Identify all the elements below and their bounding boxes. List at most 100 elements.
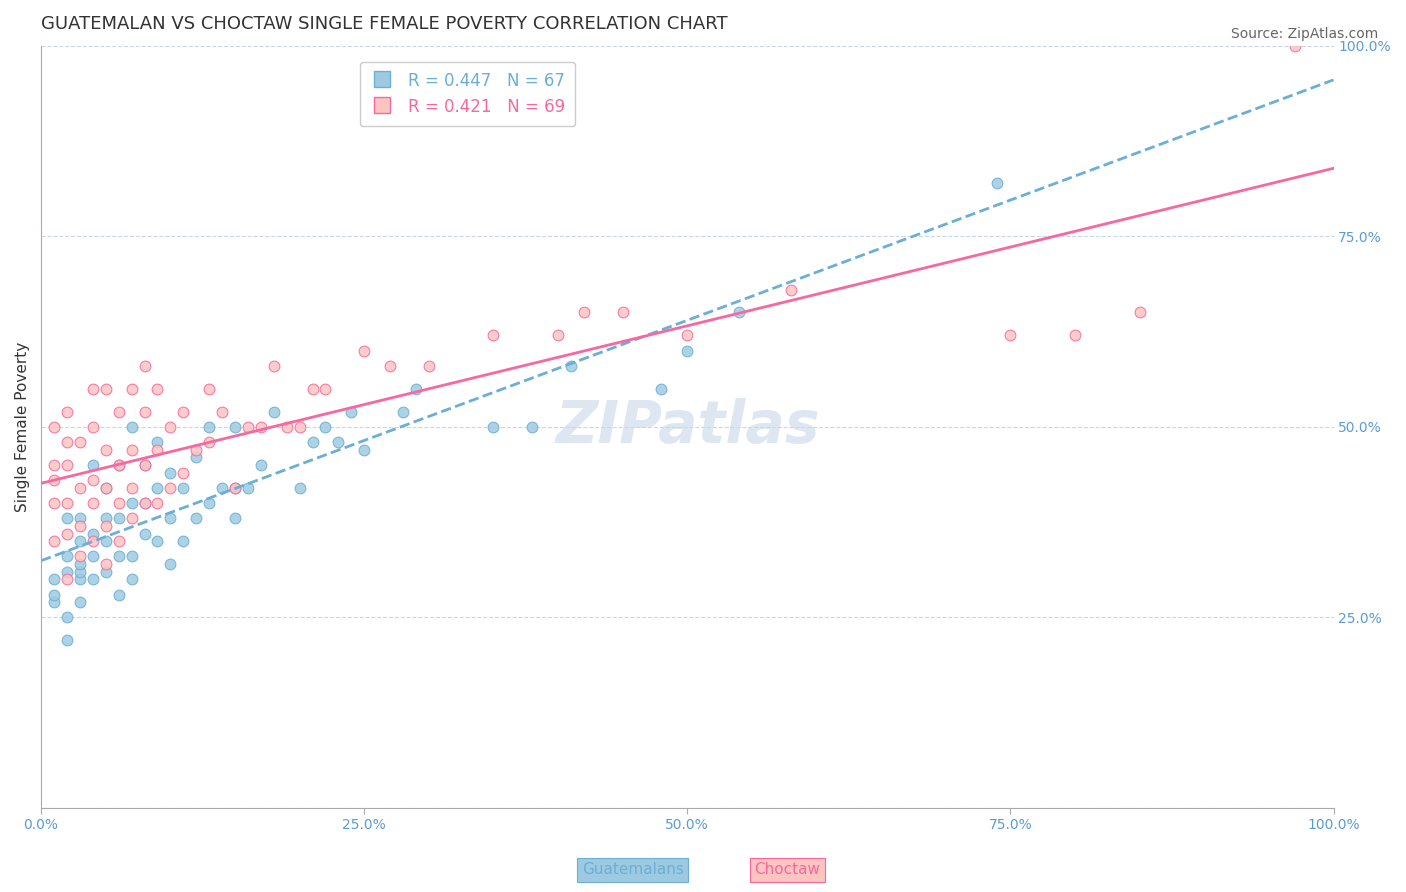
Point: [56, 572, 79, 586]
Point: [134, 458, 156, 472]
Point: [236, 420, 259, 434]
Point: [94, 382, 117, 396]
Point: [82, 549, 104, 564]
Point: [94, 534, 117, 549]
Point: [560, 359, 582, 373]
Point: [107, 404, 129, 418]
Point: [353, 442, 375, 457]
Point: [547, 328, 569, 343]
Point: [134, 458, 156, 472]
Point: [198, 496, 221, 510]
Point: [482, 420, 505, 434]
Point: [107, 534, 129, 549]
Point: [107, 588, 129, 602]
Point: [69, 595, 91, 609]
Point: [82, 458, 104, 472]
Point: [314, 382, 336, 396]
Point: [146, 496, 169, 510]
Point: [121, 442, 143, 457]
Point: [198, 435, 221, 450]
Text: ZIPatlas: ZIPatlas: [555, 399, 820, 455]
Point: [42, 572, 65, 586]
Point: [82, 382, 104, 396]
Point: [69, 511, 91, 525]
Point: [263, 404, 285, 418]
Point: [42, 458, 65, 472]
Point: [211, 404, 233, 418]
Text: Choctaw: Choctaw: [755, 863, 820, 877]
Point: [134, 359, 156, 373]
Point: [612, 305, 634, 319]
Point: [159, 511, 181, 525]
Point: [146, 435, 169, 450]
Point: [69, 519, 91, 533]
Point: [69, 572, 91, 586]
Point: [572, 305, 595, 319]
Point: [198, 420, 221, 434]
Point: [236, 481, 259, 495]
Point: [56, 610, 79, 624]
Point: [676, 343, 699, 358]
Point: [107, 496, 129, 510]
Point: [69, 565, 91, 579]
Point: [159, 557, 181, 571]
Point: [276, 420, 298, 434]
Point: [107, 549, 129, 564]
Point: [121, 481, 143, 495]
Point: [134, 404, 156, 418]
Point: [94, 481, 117, 495]
Point: [42, 420, 65, 434]
Point: [94, 565, 117, 579]
Point: [82, 572, 104, 586]
Point: [82, 496, 104, 510]
Point: [146, 382, 169, 396]
Point: [172, 481, 194, 495]
Text: Guatemalans: Guatemalans: [582, 863, 683, 877]
Point: [186, 511, 208, 525]
Point: [56, 526, 79, 541]
Point: [186, 450, 208, 465]
Point: [134, 526, 156, 541]
Point: [146, 481, 169, 495]
Point: [94, 442, 117, 457]
Point: [378, 359, 401, 373]
Point: [69, 481, 91, 495]
Point: [1284, 38, 1306, 53]
Point: [69, 549, 91, 564]
Point: [107, 458, 129, 472]
Point: [82, 473, 104, 487]
Point: [56, 633, 79, 648]
Point: [56, 435, 79, 450]
Point: [392, 404, 415, 418]
Point: [121, 382, 143, 396]
Point: [56, 549, 79, 564]
Point: [418, 359, 440, 373]
Point: [328, 435, 350, 450]
Point: [224, 511, 246, 525]
Point: [107, 511, 129, 525]
Point: [353, 343, 375, 358]
Point: [121, 420, 143, 434]
Point: [146, 534, 169, 549]
Point: [301, 382, 323, 396]
Text: Source: ZipAtlas.com: Source: ZipAtlas.com: [1230, 27, 1378, 41]
Text: GUATEMALAN VS CHOCTAW SINGLE FEMALE POVERTY CORRELATION CHART: GUATEMALAN VS CHOCTAW SINGLE FEMALE POVE…: [41, 15, 728, 33]
Point: [728, 305, 751, 319]
Point: [56, 511, 79, 525]
Point: [94, 519, 117, 533]
Y-axis label: Single Female Poverty: Single Female Poverty: [15, 342, 30, 512]
Point: [522, 420, 544, 434]
Point: [121, 572, 143, 586]
Point: [107, 458, 129, 472]
Point: [42, 588, 65, 602]
Point: [224, 481, 246, 495]
Point: [56, 404, 79, 418]
Point: [224, 420, 246, 434]
Point: [779, 283, 801, 297]
Point: [314, 420, 336, 434]
Point: [159, 481, 181, 495]
Point: [146, 442, 169, 457]
Point: [121, 511, 143, 525]
Point: [42, 534, 65, 549]
Legend: R = 0.447   N = 67, R = 0.421   N = 69: R = 0.447 N = 67, R = 0.421 N = 69: [360, 62, 575, 127]
